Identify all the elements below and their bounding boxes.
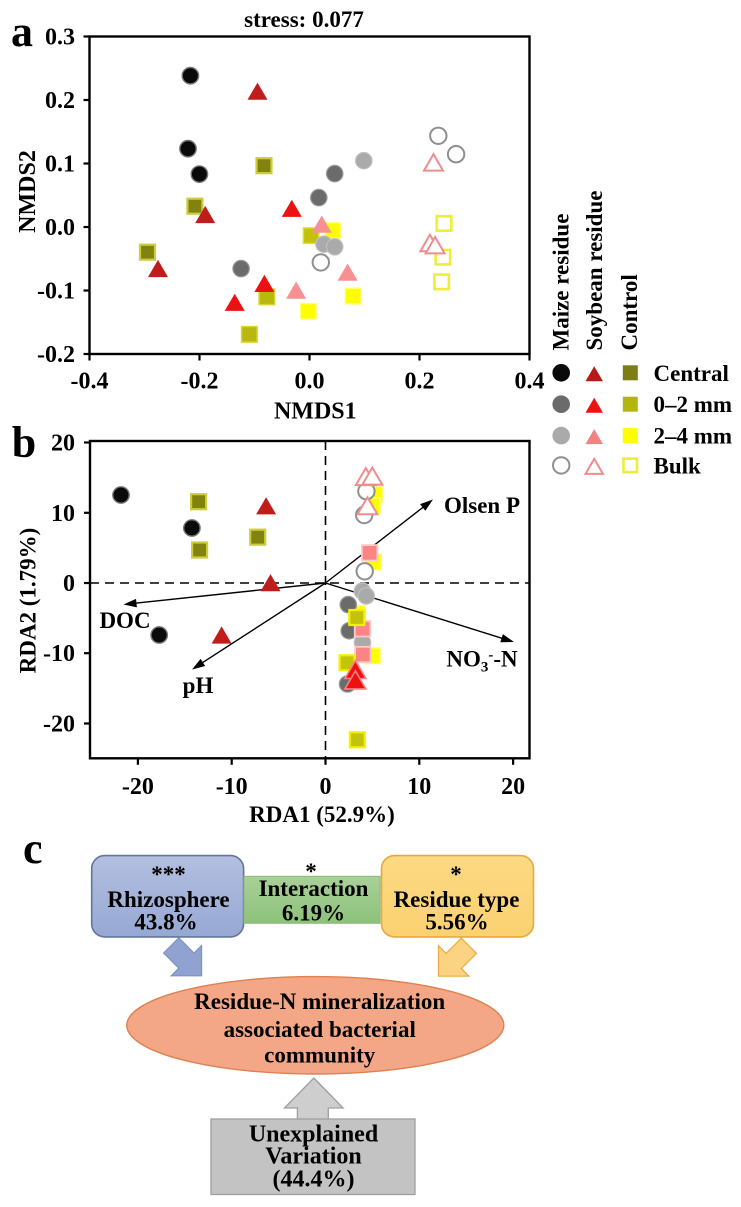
svg-text:*: * (450, 862, 462, 887)
svg-text:0.4: 0.4 (515, 369, 545, 395)
svg-text:0: 0 (63, 571, 75, 597)
svg-text:Residue type: Residue type (394, 887, 520, 912)
svg-text:Olsen P: Olsen P (444, 493, 520, 518)
svg-text:0.2: 0.2 (45, 88, 75, 114)
svg-text:DOC: DOC (99, 608, 150, 633)
svg-text:NMDS1: NMDS1 (274, 399, 357, 425)
svg-text:*: * (305, 859, 317, 884)
svg-text:Soybean residue: Soybean residue (582, 191, 607, 351)
svg-text:a: a (11, 7, 33, 56)
svg-text:RDA2 (1.79%): RDA2 (1.79%) (15, 528, 40, 674)
svg-text:stress: 0.077: stress: 0.077 (244, 7, 364, 32)
svg-text:0.0: 0.0 (295, 369, 325, 395)
svg-text:Bulk: Bulk (654, 453, 702, 478)
svg-text:0.1: 0.1 (45, 152, 75, 178)
svg-text:-0.4: -0.4 (71, 369, 109, 395)
svg-text:Rhizosphere: Rhizosphere (107, 887, 229, 912)
svg-text:pH: pH (183, 673, 214, 698)
svg-text:Variation: Variation (265, 1144, 361, 1170)
svg-text:20: 20 (51, 431, 75, 457)
svg-text:-10: -10 (43, 641, 75, 667)
svg-text:2–4 mm: 2–4 mm (654, 424, 733, 449)
svg-text:Interaction: Interaction (259, 876, 369, 901)
svg-text:6.19%: 6.19% (282, 900, 345, 925)
svg-text:0.0: 0.0 (45, 215, 75, 241)
svg-text:Central: Central (654, 361, 729, 386)
svg-text:c: c (23, 824, 43, 873)
svg-text:RDA1 (52.9%): RDA1 (52.9%) (249, 802, 395, 827)
svg-text:0–2 mm: 0–2 mm (654, 392, 733, 417)
svg-text:(44.4%): (44.4%) (273, 1167, 355, 1193)
svg-text:NO3--N: NO3--N (446, 647, 518, 676)
svg-text:-10: -10 (216, 774, 248, 800)
svg-text:-20: -20 (122, 774, 154, 800)
svg-text:10: 10 (51, 501, 75, 527)
svg-text:-0.2: -0.2 (181, 369, 219, 395)
svg-text:NMDS2: NMDS2 (15, 150, 41, 233)
svg-text:***: *** (151, 862, 186, 887)
svg-text:Residue-N mineralization: Residue-N mineralization (194, 989, 445, 1014)
svg-text:Unexplained: Unexplained (249, 1122, 379, 1148)
svg-text:43.8%: 43.8% (134, 910, 197, 935)
svg-text:Control: Control (617, 274, 642, 350)
svg-text:community: community (264, 1043, 376, 1068)
svg-text:-0.2: -0.2 (37, 342, 75, 368)
svg-text:-0.1: -0.1 (37, 279, 75, 305)
svg-text:5.56%: 5.56% (425, 910, 488, 935)
svg-text:0: 0 (320, 774, 332, 800)
svg-text:0.2: 0.2 (405, 369, 435, 395)
svg-text:0.3: 0.3 (45, 25, 75, 51)
svg-text:-20: -20 (43, 712, 75, 738)
svg-text:20: 20 (501, 774, 525, 800)
svg-text:associated bacterial: associated bacterial (224, 1017, 416, 1042)
svg-text:b: b (12, 418, 36, 467)
svg-text:Maize residue: Maize residue (548, 214, 573, 351)
svg-text:10: 10 (407, 774, 431, 800)
